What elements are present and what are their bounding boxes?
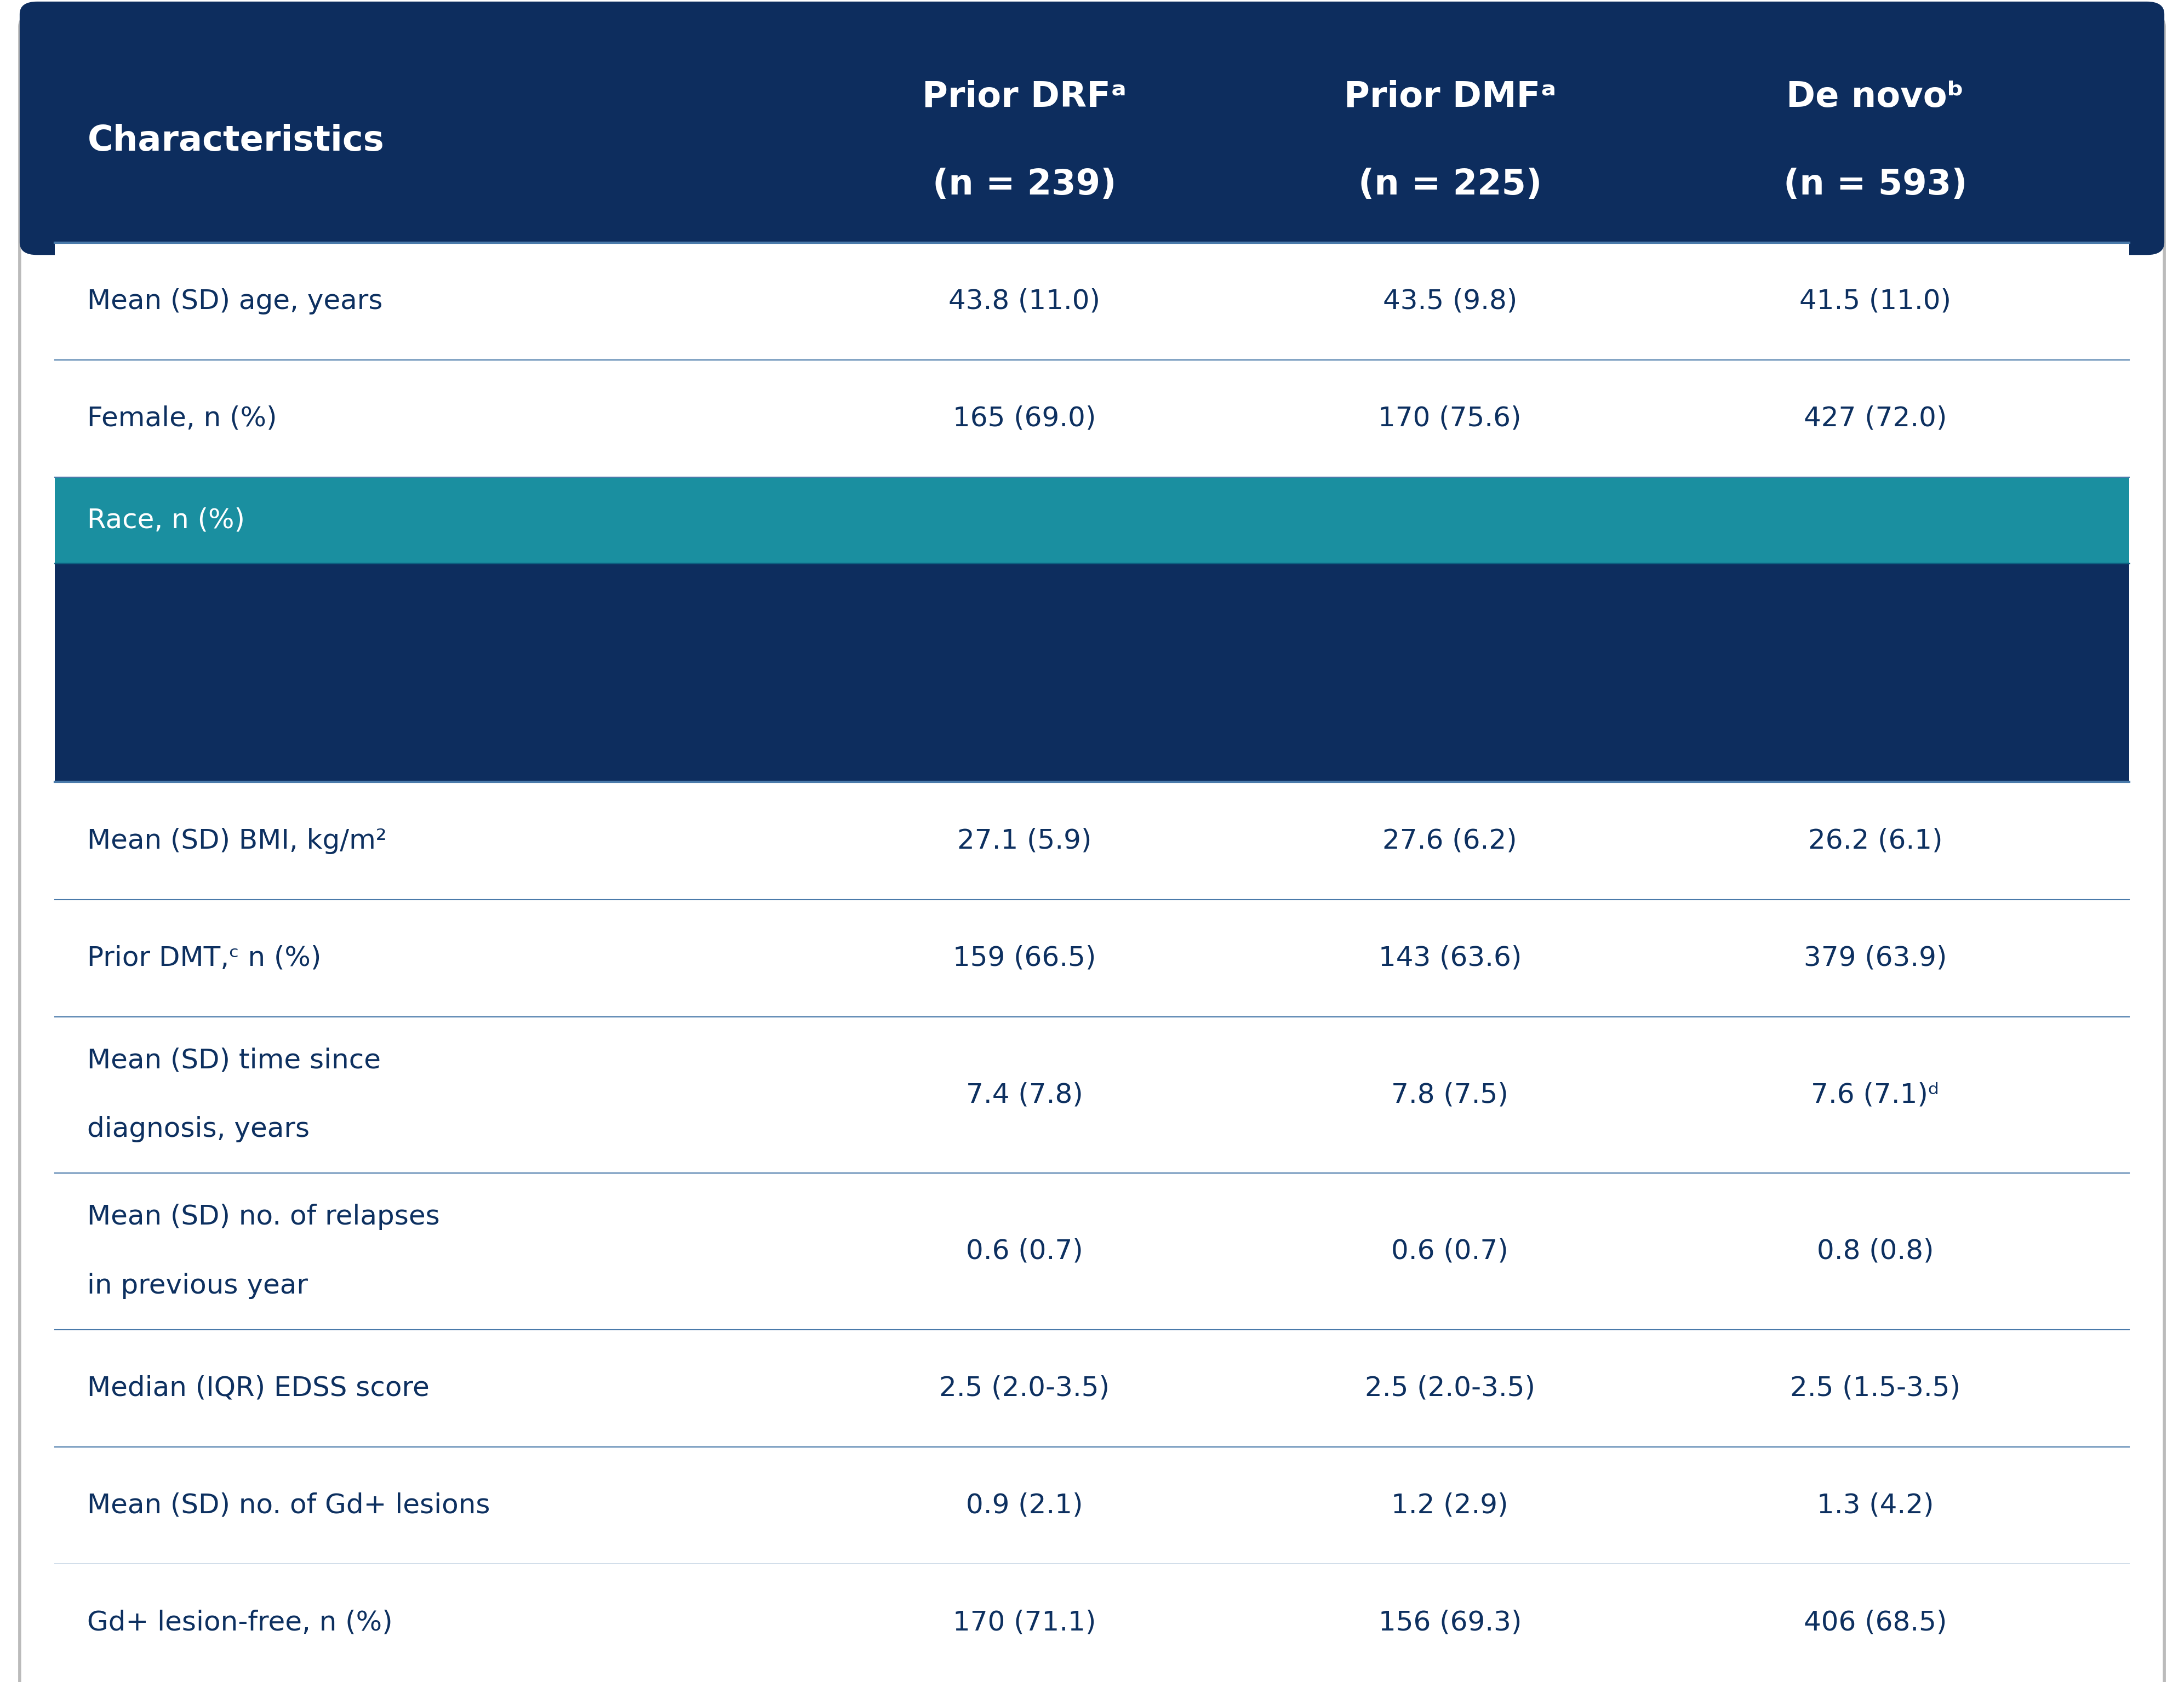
Text: in previous year: in previous year <box>87 1273 308 1299</box>
Text: Mean (SD) time since: Mean (SD) time since <box>87 1048 380 1073</box>
Bar <box>55 900 2129 1016</box>
Bar <box>55 1016 2129 1172</box>
Bar <box>55 1564 2129 1682</box>
Text: 427 (72.0): 427 (72.0) <box>1804 405 1946 432</box>
Text: 26.2 (6.1): 26.2 (6.1) <box>1808 828 1942 854</box>
Text: 41.5 (11.0): 41.5 (11.0) <box>1800 288 1950 315</box>
FancyBboxPatch shape <box>20 2 2164 256</box>
Text: (n = 225): (n = 225) <box>1358 168 1542 202</box>
Text: 379 (63.9): 379 (63.9) <box>1804 945 1946 971</box>
Text: 7.8 (7.5): 7.8 (7.5) <box>1391 1082 1509 1108</box>
Text: Gd+ lesion-free, n (%): Gd+ lesion-free, n (%) <box>87 1610 393 1637</box>
Bar <box>55 782 2129 900</box>
Text: De novoᵇ: De novoᵇ <box>1787 81 1963 114</box>
Text: 27.1 (5.9): 27.1 (5.9) <box>957 828 1092 854</box>
Text: Mean (SD) no. of relapses: Mean (SD) no. of relapses <box>87 1204 441 1230</box>
Text: 0.8 (0.8): 0.8 (0.8) <box>1817 1238 1933 1265</box>
Bar <box>55 478 2129 563</box>
Text: 0.6 (0.7): 0.6 (0.7) <box>1391 1238 1509 1265</box>
Text: Prior DMT,ᶜ n (%): Prior DMT,ᶜ n (%) <box>87 945 321 971</box>
Text: 43.8 (11.0): 43.8 (11.0) <box>948 288 1101 315</box>
Text: 0.6 (0.7): 0.6 (0.7) <box>965 1238 1083 1265</box>
FancyBboxPatch shape <box>20 13 2164 1682</box>
Bar <box>55 563 2129 782</box>
Text: 143 (63.6): 143 (63.6) <box>1378 945 1522 971</box>
Text: 406 (68.5): 406 (68.5) <box>1804 1610 1946 1637</box>
Text: Mean (SD) BMI, kg/m²: Mean (SD) BMI, kg/m² <box>87 828 387 854</box>
Bar <box>55 1329 2129 1447</box>
Text: 27.6 (6.2): 27.6 (6.2) <box>1382 828 1518 854</box>
Text: 7.4 (7.8): 7.4 (7.8) <box>965 1082 1083 1108</box>
Text: 170 (71.1): 170 (71.1) <box>952 1610 1096 1637</box>
Bar <box>55 1172 2129 1329</box>
Text: 1.2 (2.9): 1.2 (2.9) <box>1391 1492 1509 1519</box>
Text: Female, n (%): Female, n (%) <box>87 405 277 432</box>
Text: Race, n (%): Race, n (%) <box>87 506 245 533</box>
Text: 159 (66.5): 159 (66.5) <box>952 945 1096 971</box>
Bar <box>55 242 2129 360</box>
Text: 1.3 (4.2): 1.3 (4.2) <box>1817 1492 1933 1519</box>
Text: diagnosis, years: diagnosis, years <box>87 1117 310 1142</box>
Text: 2.5 (2.0-3.5): 2.5 (2.0-3.5) <box>1365 1374 1535 1401</box>
Text: 156 (69.3): 156 (69.3) <box>1378 1610 1522 1637</box>
Text: 170 (75.6): 170 (75.6) <box>1378 405 1522 432</box>
Text: 0.9 (2.1): 0.9 (2.1) <box>965 1492 1083 1519</box>
Bar <box>37 141 2147 242</box>
Text: Mean (SD) no. of Gd+ lesions: Mean (SD) no. of Gd+ lesions <box>87 1492 491 1519</box>
Text: 43.5 (9.8): 43.5 (9.8) <box>1382 288 1518 315</box>
Text: Prior DMFᵃ: Prior DMFᵃ <box>1343 81 1555 114</box>
Text: 2.5 (2.0-3.5): 2.5 (2.0-3.5) <box>939 1374 1109 1401</box>
Bar <box>55 1447 2129 1564</box>
Text: (n = 593): (n = 593) <box>1784 168 1968 202</box>
Bar <box>55 39 2129 242</box>
Bar <box>55 360 2129 478</box>
Text: 2.5 (1.5-3.5): 2.5 (1.5-3.5) <box>1791 1374 1961 1401</box>
Text: Prior DRFᵃ: Prior DRFᵃ <box>922 81 1127 114</box>
Text: 165 (69.0): 165 (69.0) <box>952 405 1096 432</box>
Text: (n = 239): (n = 239) <box>933 168 1116 202</box>
Text: Characteristics: Characteristics <box>87 124 384 158</box>
Text: Mean (SD) age, years: Mean (SD) age, years <box>87 288 382 315</box>
Text: 7.6 (7.1)ᵈ: 7.6 (7.1)ᵈ <box>1811 1082 1939 1108</box>
Text: Median (IQR) EDSS score: Median (IQR) EDSS score <box>87 1374 430 1401</box>
